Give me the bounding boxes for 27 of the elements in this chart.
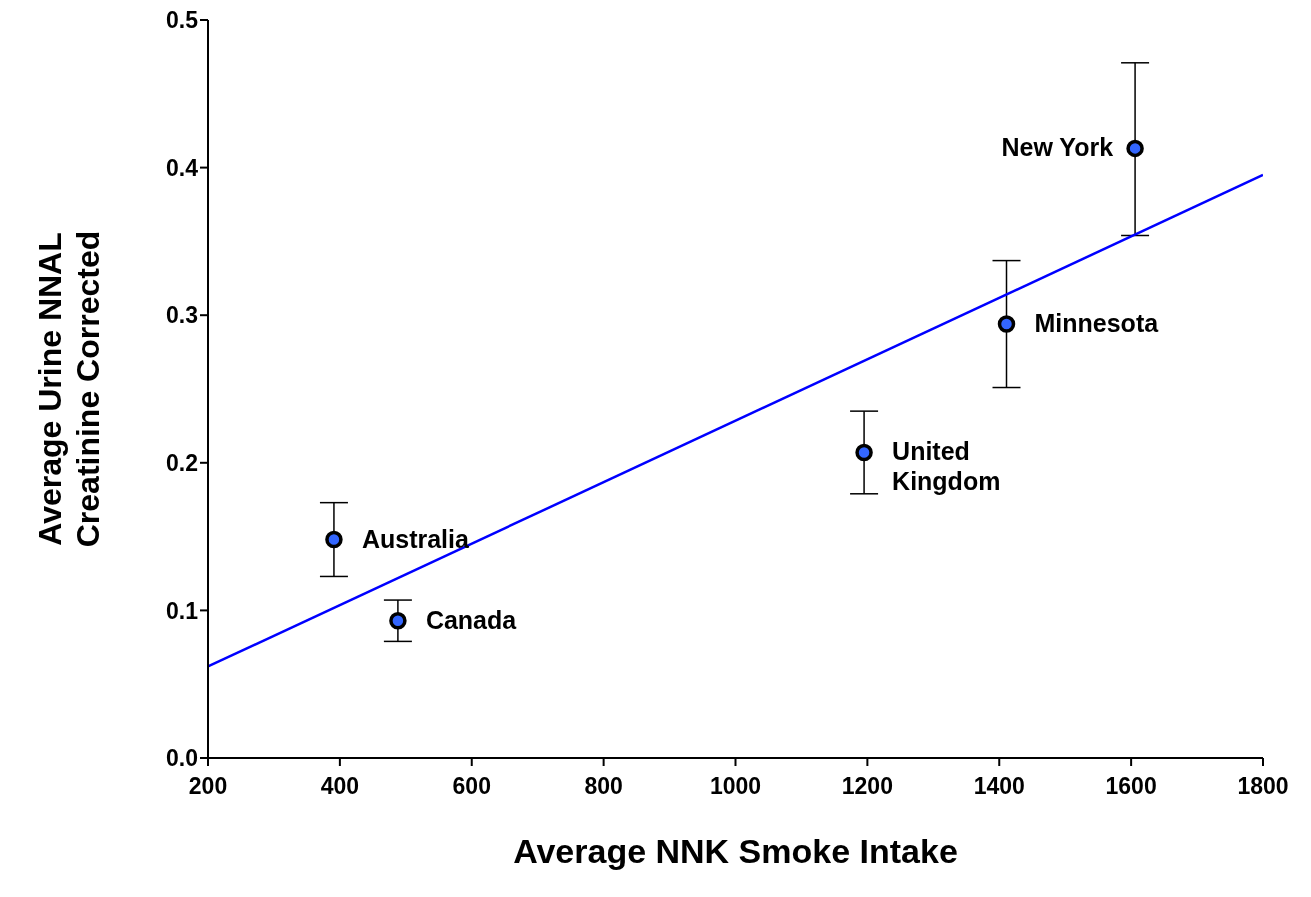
point [997,315,1016,333]
annotation: Australia [361,524,471,553]
y-tick-label: 0.2 [166,449,198,476]
point [855,443,873,462]
x-axis-title: Average NNK Smoke Intake [513,832,958,870]
x-tick-label: 1800 [1237,773,1289,800]
x-tick-label: 1400 [973,773,1025,800]
annotation: Canada [425,605,518,634]
annotation: New York [1001,133,1114,162]
annotation: United Kingdom [892,437,1001,496]
y-axis-title: Average Urine NNAL Creatinine Corrected [32,230,106,548]
y-tick-label: 0.0 [166,745,198,772]
point [325,530,343,549]
point [389,611,407,630]
point [1126,139,1144,158]
y-tick-label: 0.5 [166,7,199,34]
x-tick-label: 200 [188,773,228,800]
x-tick-label: 800 [584,773,623,800]
y-tick-label: 0.1 [166,597,199,624]
x-tick-label: 1200 [841,773,893,800]
x-tick-label: 1600 [1105,773,1157,800]
annotation: Minnesota [1034,309,1160,338]
x-tick-label: 1000 [709,773,762,800]
y-tick-label: 0.4 [166,154,199,181]
x-tick-label: 400 [320,773,360,800]
y-tick-label: 0.3 [166,302,198,329]
x-tick-label: 600 [452,773,491,800]
